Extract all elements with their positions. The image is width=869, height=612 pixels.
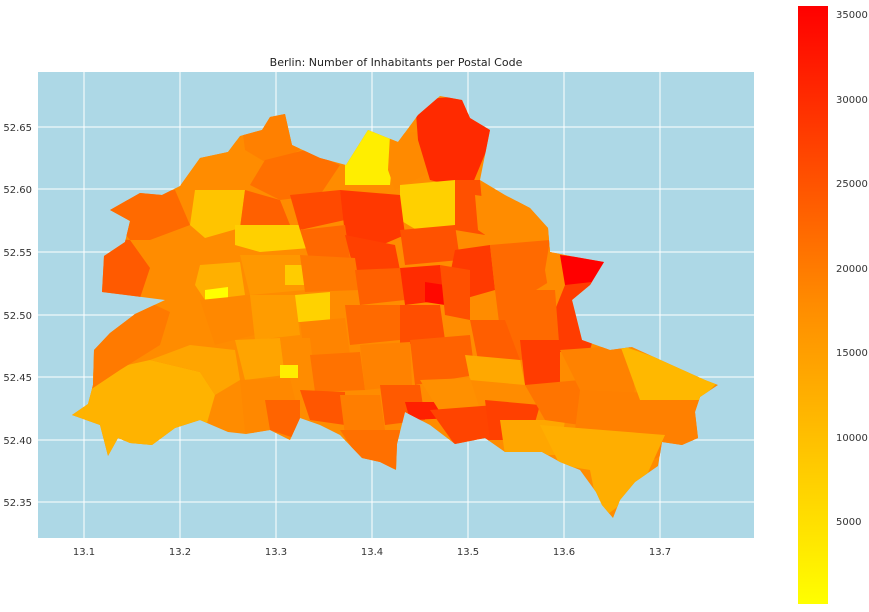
x-axis: 13.1 13.2 13.3 13.4 13.5 13.6 13.7 — [73, 547, 671, 558]
region-marzahn-east — [545, 240, 570, 300]
region-schmoeckwitz — [540, 425, 665, 518]
region-marzahn — [490, 240, 552, 300]
region-koepenick-west — [525, 380, 580, 425]
region-hellersdorf — [560, 255, 605, 285]
region-steglitz-west — [235, 338, 285, 380]
y-tick-label: 52.65 — [3, 123, 32, 134]
x-tick-label: 13.6 — [553, 547, 575, 558]
region-ruhleben — [205, 287, 228, 300]
region-prenzlauer-berg — [345, 235, 400, 275]
x-tick-label: 13.5 — [457, 547, 479, 558]
region-neukoelln-north — [400, 305, 445, 345]
colorbar-ticks: 5000 10000 15000 20000 25000 30000 35000 — [836, 10, 868, 528]
region-wilmersdorf — [250, 295, 300, 340]
region-altglienicke — [430, 405, 495, 445]
region-koepenick — [560, 345, 635, 395]
region-lankwitz — [265, 400, 300, 440]
region-rudow — [420, 378, 480, 412]
region-tiergarten-park — [285, 265, 305, 285]
region-lichtenberg — [440, 265, 470, 320]
y-tick-label: 52.60 — [3, 185, 32, 196]
region-reinickendorf — [290, 190, 345, 230]
y-tick-label: 52.50 — [3, 311, 32, 322]
region-mahlsdorf — [520, 340, 560, 385]
region-wilmersdorf-west — [200, 295, 255, 345]
berlin-postal-regions — [72, 96, 718, 518]
y-tick-label: 52.55 — [3, 248, 32, 259]
colorbar-tick-label: 5000 — [836, 517, 861, 528]
y-tick-label: 52.45 — [3, 373, 32, 384]
region-mitte — [355, 268, 405, 305]
region-zehlendorf-east — [150, 345, 240, 395]
region-moabit — [300, 255, 360, 292]
region-tegel — [240, 190, 290, 230]
colorbar-tick-label: 15000 — [836, 348, 868, 359]
x-tick-label: 13.4 — [361, 547, 383, 558]
colorbar-tick-label: 35000 — [836, 10, 868, 21]
y-tick-label: 52.40 — [3, 436, 32, 447]
colorbar-tick-label: 10000 — [836, 433, 868, 444]
region-marienfelde — [340, 395, 385, 435]
y-axis: 52.65 52.60 52.55 52.50 52.45 52.40 52.3… — [3, 123, 32, 509]
region-botanic-garden — [280, 365, 298, 378]
map-title: Berlin: Number of Inhabitants per Postal… — [269, 56, 523, 69]
region-pankow — [340, 190, 405, 250]
region-rahnsdorf — [620, 345, 718, 400]
region-hermsdorf — [250, 150, 340, 200]
region-wedding — [300, 225, 350, 262]
region-kreuzberg — [345, 305, 400, 345]
region-adlershof — [465, 355, 525, 385]
region-tegel-forest — [190, 190, 245, 238]
colorbar-tick-label: 30000 — [836, 95, 868, 106]
region-treptow — [410, 335, 475, 385]
region-weissensee — [400, 225, 460, 265]
y-tick-label: 52.35 — [3, 498, 32, 509]
x-tick-label: 13.2 — [169, 547, 191, 558]
colorbar — [798, 6, 828, 604]
colorbar-tick-label: 25000 — [836, 179, 868, 190]
region-blankenburg — [400, 180, 455, 232]
region-friedrichshain-east — [425, 282, 445, 305]
x-tick-label: 13.7 — [649, 547, 671, 558]
x-tick-label: 13.1 — [73, 547, 95, 558]
region-mariendorf — [300, 390, 345, 425]
region-tempelhof — [310, 352, 365, 392]
region-airport-tegel — [235, 225, 310, 252]
x-tick-label: 13.3 — [265, 547, 287, 558]
region-schoeneberg — [300, 318, 350, 360]
region-tiergarten — [295, 292, 330, 322]
colorbar-tick-label: 20000 — [836, 264, 868, 275]
region-neukoelln — [360, 342, 412, 390]
region-lichtenrade — [340, 430, 400, 470]
